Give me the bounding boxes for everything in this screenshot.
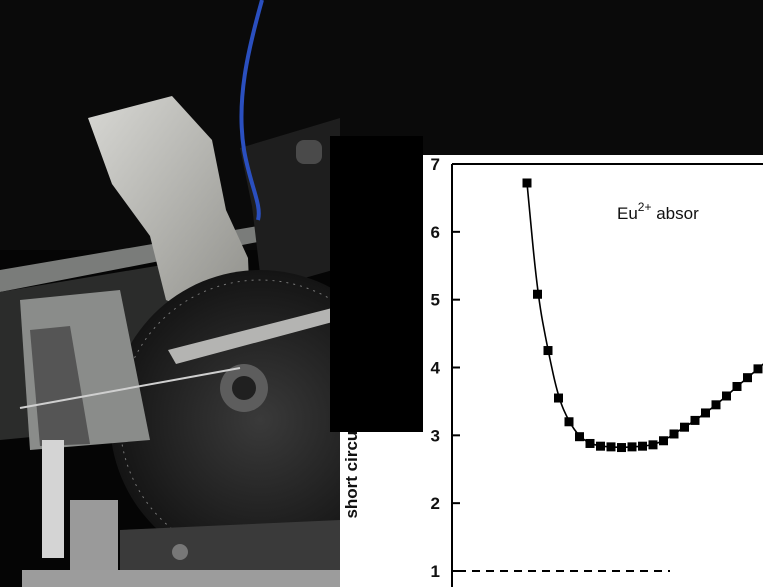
y-tick-label: 7 (431, 155, 440, 174)
annotation-suffix: absor (651, 204, 699, 223)
data-point (680, 422, 689, 432)
bottom-gray-strip (22, 570, 340, 587)
fit-curve (526, 182, 763, 449)
data-point (648, 440, 658, 450)
data-point (669, 429, 679, 439)
data-point (753, 364, 763, 374)
data-point (596, 441, 605, 451)
data-point (722, 391, 731, 401)
data-point (690, 415, 700, 425)
black-overlay-box (330, 136, 423, 432)
y-tick-group: 1 2 3 4 5 6 7 (431, 155, 460, 581)
data-point (711, 400, 721, 410)
data-point (638, 441, 647, 451)
data-point (701, 408, 710, 418)
y-tick-label: 5 (431, 291, 440, 310)
data-point (743, 373, 752, 383)
y-tick-label: 1 (431, 562, 440, 581)
annotation-superscript: 2+ (638, 200, 652, 214)
y-tick-label: 2 (431, 494, 440, 513)
y-tick-label: 4 (431, 359, 441, 378)
data-point (617, 443, 626, 453)
data-point (659, 436, 668, 446)
data-point (533, 289, 542, 299)
data-marker-group (522, 178, 763, 453)
data-point (575, 432, 584, 442)
data-point (522, 178, 532, 188)
data-point (732, 381, 742, 391)
annotation-text: Eu (617, 204, 638, 223)
y-tick-label: 3 (431, 426, 440, 445)
data-point (543, 346, 553, 356)
data-point (585, 438, 595, 448)
data-point (627, 442, 637, 452)
data-point (554, 393, 563, 403)
chart-axes (451, 163, 763, 587)
eu-absorption-annotation: Eu2+ absor (617, 200, 699, 223)
data-point (606, 442, 616, 452)
data-point (564, 417, 574, 427)
y-tick-label: 6 (431, 223, 440, 242)
